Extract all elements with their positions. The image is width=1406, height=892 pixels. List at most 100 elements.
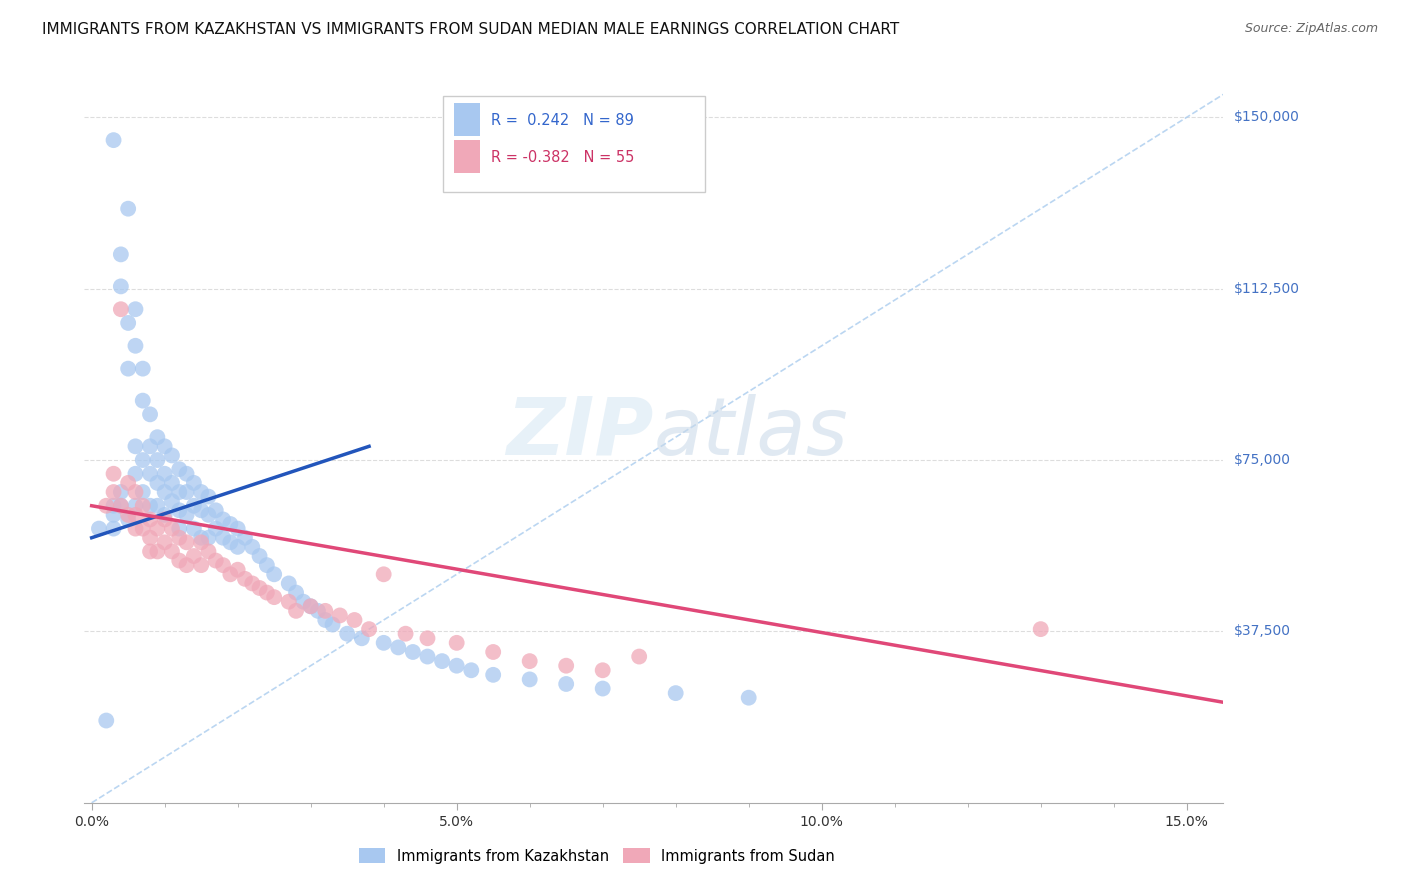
Point: [110, 247, 132, 261]
Point: [226, 522, 249, 536]
Point: [132, 485, 155, 500]
Point: [110, 499, 132, 513]
Point: [197, 508, 219, 522]
Point: [103, 467, 125, 481]
Point: [176, 558, 198, 573]
Point: [219, 567, 242, 582]
Point: [394, 626, 416, 640]
Point: [103, 522, 125, 536]
Point: [592, 681, 614, 696]
Point: [110, 485, 132, 500]
Point: [169, 553, 191, 567]
Point: [153, 512, 176, 526]
Point: [103, 508, 125, 522]
Point: [139, 408, 162, 422]
Point: [263, 567, 285, 582]
Point: [240, 576, 263, 591]
Point: [190, 531, 212, 545]
Point: [146, 522, 169, 536]
Point: [460, 663, 482, 677]
Point: [139, 499, 162, 513]
Text: R = -0.382   N = 55: R = -0.382 N = 55: [491, 150, 634, 165]
Point: [336, 626, 359, 640]
Point: [343, 613, 366, 627]
Point: [183, 475, 205, 490]
Point: [124, 508, 146, 522]
Point: [124, 485, 146, 500]
Point: [176, 508, 198, 522]
Point: [146, 544, 169, 558]
Point: [482, 668, 505, 682]
Point: [416, 649, 439, 664]
Point: [132, 522, 155, 536]
Point: [124, 302, 146, 317]
Point: [146, 475, 169, 490]
Point: [169, 462, 191, 476]
Point: [204, 522, 226, 536]
Point: [322, 617, 344, 632]
Text: $150,000: $150,000: [1234, 111, 1301, 124]
Point: [233, 572, 256, 586]
Point: [226, 540, 249, 554]
Point: [519, 673, 541, 687]
Text: R =  0.242   N = 89: R = 0.242 N = 89: [491, 112, 634, 128]
Point: [117, 475, 139, 490]
Point: [329, 608, 352, 623]
Point: [285, 585, 308, 599]
Point: [1029, 622, 1052, 636]
Point: [183, 549, 205, 563]
Point: [204, 503, 226, 517]
Point: [197, 490, 219, 504]
Point: [153, 485, 176, 500]
FancyBboxPatch shape: [454, 140, 479, 173]
Point: [197, 531, 219, 545]
Point: [190, 535, 212, 549]
Point: [299, 599, 322, 614]
Point: [103, 499, 125, 513]
Text: $112,500: $112,500: [1234, 282, 1301, 295]
Point: [212, 512, 235, 526]
Point: [103, 133, 125, 147]
Point: [124, 499, 146, 513]
Point: [139, 439, 162, 453]
Point: [117, 361, 139, 376]
Point: [190, 485, 212, 500]
Text: IMMIGRANTS FROM KAZAKHSTAN VS IMMIGRANTS FROM SUDAN MEDIAN MALE EARNINGS CORRELA: IMMIGRANTS FROM KAZAKHSTAN VS IMMIGRANTS…: [42, 22, 900, 37]
Point: [117, 508, 139, 522]
Point: [219, 535, 242, 549]
Point: [183, 499, 205, 513]
Point: [555, 677, 578, 691]
Point: [103, 485, 125, 500]
Point: [110, 499, 132, 513]
Point: [519, 654, 541, 668]
Point: [132, 499, 155, 513]
Point: [277, 576, 299, 591]
Point: [240, 540, 263, 554]
Point: [190, 558, 212, 573]
Point: [132, 453, 155, 467]
Point: [373, 636, 395, 650]
Point: [160, 544, 183, 558]
Point: [307, 604, 329, 618]
Point: [153, 467, 176, 481]
Point: [628, 649, 651, 664]
Point: [350, 632, 373, 646]
Point: [219, 516, 242, 531]
Text: $37,500: $37,500: [1234, 624, 1291, 639]
Point: [314, 613, 336, 627]
FancyBboxPatch shape: [454, 103, 479, 136]
Point: [110, 302, 132, 317]
Point: [153, 508, 176, 522]
Point: [176, 467, 198, 481]
Point: [160, 494, 183, 508]
Point: [256, 558, 278, 573]
Point: [738, 690, 761, 705]
Point: [373, 567, 395, 582]
Point: [160, 475, 183, 490]
Point: [153, 439, 176, 453]
Point: [204, 553, 226, 567]
Point: [117, 202, 139, 216]
Point: [299, 599, 322, 614]
Point: [146, 499, 169, 513]
Point: [555, 658, 578, 673]
